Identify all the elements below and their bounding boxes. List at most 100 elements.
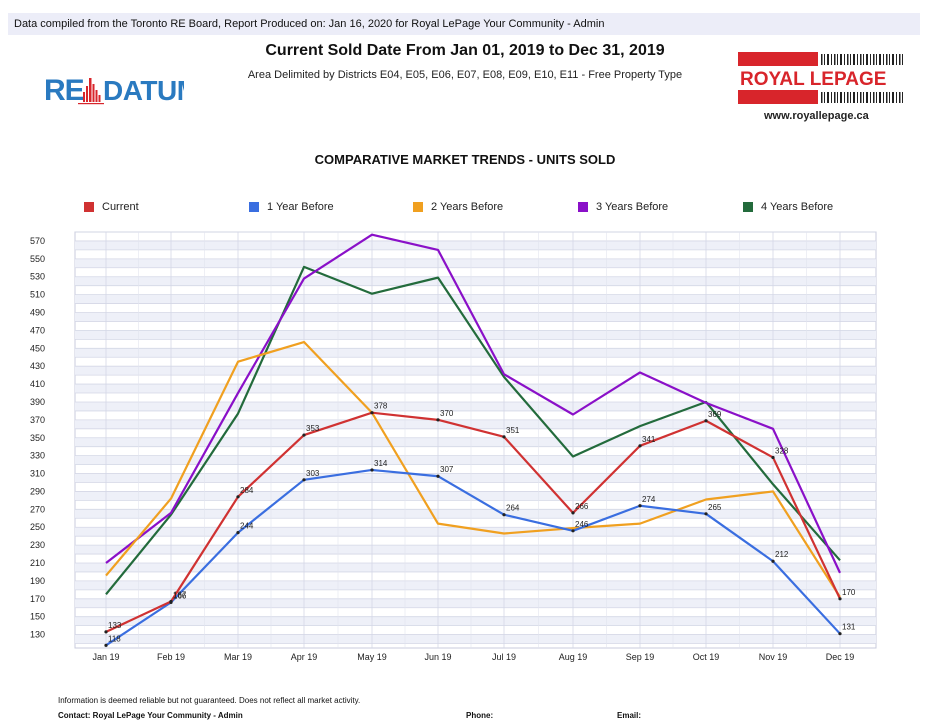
legend-swatch-current	[84, 202, 94, 212]
legend-swatch-3-years-before	[578, 202, 588, 212]
data-point-one_year	[104, 643, 108, 647]
chart-title: COMPARATIVE MARKET TRENDS - UNITS SOLD	[314, 152, 616, 167]
data-point-one_year	[302, 478, 306, 482]
data-label-one_year: 131	[842, 623, 856, 632]
grid-band	[75, 401, 876, 411]
data-point-one_year	[771, 559, 775, 563]
y-tick-label: 310	[30, 469, 45, 479]
contact-text: Contact: Royal LePage Your Community - A…	[58, 711, 243, 720]
y-tick-label: 350	[30, 433, 45, 443]
y-tick-label: 170	[30, 594, 45, 604]
grid-band	[75, 312, 876, 322]
grid-band	[75, 509, 876, 519]
series-line-current	[105, 411, 841, 633]
data-label-one_year: 118	[108, 634, 121, 643]
disclaimer-text: Information is deemed reliable but not g…	[58, 696, 361, 705]
y-tick-label: 550	[30, 254, 45, 264]
y-tick-label: 530	[30, 272, 45, 282]
y-tick-label: 150	[30, 612, 45, 622]
grid-band	[75, 545, 876, 555]
legend-swatch-1-year-before	[249, 202, 259, 212]
data-label-current: 341	[642, 435, 656, 444]
data-label-one_year: 244	[240, 522, 254, 531]
y-tick-label: 470	[30, 325, 45, 335]
x-tick-label: Sep 19	[626, 652, 655, 662]
data-label-one_year: 212	[775, 550, 789, 559]
data-label-one_year: 307	[440, 465, 454, 474]
y-tick-label: 290	[30, 486, 45, 496]
x-tick-label: Nov 19	[759, 652, 788, 662]
x-tick-label: Apr 19	[291, 652, 318, 662]
grid-band	[75, 580, 876, 590]
data-label-current: 351	[506, 426, 520, 435]
data-point-current	[502, 435, 506, 439]
royal-lepage-logo: ROYAL LEPAGE www.royallepage.ca	[738, 52, 908, 126]
y-tick-label: 370	[30, 415, 45, 425]
data-point-current	[704, 419, 708, 423]
x-tick-label: Aug 19	[559, 652, 588, 662]
grid-band	[75, 616, 876, 626]
series-line-four_years	[105, 265, 841, 596]
legend-label-1-year-before: 1 Year Before	[267, 201, 334, 213]
data-point-current	[638, 444, 642, 448]
data-label-current: 353	[306, 424, 320, 433]
x-tick-label: Oct 19	[693, 652, 720, 662]
data-label-one_year: 265	[708, 503, 722, 512]
data-point-one_year	[704, 512, 708, 516]
y-tick-label: 490	[30, 308, 45, 318]
series-line-three_years	[105, 233, 841, 574]
grid-band	[75, 437, 876, 447]
phone-label: Phone:	[466, 711, 494, 720]
grid-band	[75, 366, 876, 376]
report-title: Current Sold Date From Jan 01, 2019 to D…	[265, 42, 665, 59]
y-tick-label: 330	[30, 451, 45, 461]
x-tick-label: Mar 19	[224, 652, 252, 662]
legend-label-3-years-before: 3 Years Before	[596, 201, 669, 213]
legend-label-current: Current	[102, 201, 139, 213]
svg-text:ROYAL LEPAGE: ROYAL LEPAGE	[740, 69, 886, 90]
data-point-one_year	[370, 468, 374, 472]
legend-swatch-4-years-before	[743, 202, 753, 212]
data-label-current: 328	[775, 446, 789, 455]
data-label-current: 284	[240, 486, 254, 495]
grid-band	[75, 473, 876, 483]
data-point-current	[436, 418, 440, 422]
data-label-current: 170	[842, 588, 856, 597]
y-tick-label: 430	[30, 361, 45, 371]
data-label-one_year: 246	[575, 520, 589, 529]
y-tick-label: 270	[30, 504, 45, 514]
data-point-current	[771, 455, 775, 460]
data-point-one_year	[236, 530, 240, 535]
data-point-current	[104, 630, 108, 634]
data-point-one_year	[502, 513, 506, 517]
series-line-two_years	[105, 340, 841, 598]
report-subtitle: Area Delimited by Districts E04, E05, E0…	[247, 69, 683, 81]
data-label-one_year: 303	[306, 469, 320, 478]
y-tick-label: 130	[30, 630, 45, 640]
data-point-current	[571, 511, 575, 515]
y-tick-label: 410	[30, 379, 45, 389]
y-tick-label: 450	[30, 343, 45, 353]
x-tick-label: Dec 19	[826, 652, 855, 662]
grid-band	[75, 419, 876, 429]
y-tick-label: 390	[30, 397, 45, 407]
svg-text:www.royallepage.ca: www.royallepage.ca	[763, 110, 870, 122]
x-tick-label: Jul 19	[492, 652, 516, 662]
legend-label-2-years-before: 2 Years Before	[431, 201, 504, 213]
grid-band	[75, 276, 876, 286]
data-label-one_year: 274	[642, 495, 656, 504]
data-point-current	[169, 599, 173, 604]
x-tick-label: Jan 19	[92, 652, 119, 662]
grid-band	[75, 491, 876, 501]
x-tick-label: Feb 19	[157, 652, 185, 662]
y-tick-label: 510	[30, 290, 45, 300]
data-label-current: 167	[173, 590, 187, 599]
data-label-one_year: 166	[173, 591, 187, 600]
x-tick-label: May 19	[357, 652, 387, 662]
redatum-logo: RE DATUM	[44, 72, 184, 106]
data-point-one_year	[571, 529, 575, 533]
data-point-current	[838, 597, 842, 601]
legend-swatch-2-years-before	[413, 202, 423, 212]
series-line-one_year	[105, 468, 841, 647]
